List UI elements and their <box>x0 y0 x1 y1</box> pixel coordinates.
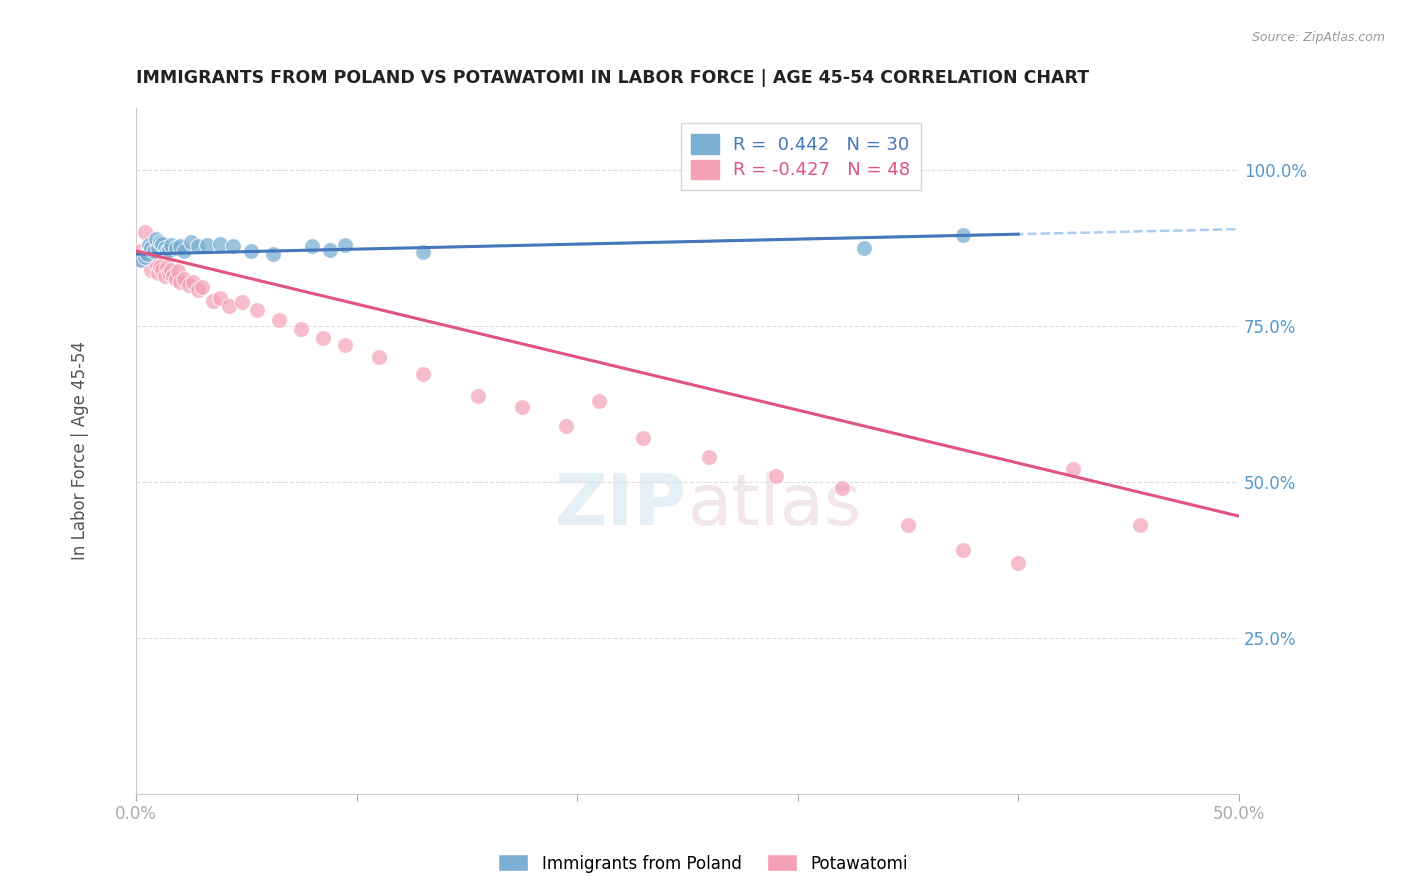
Point <box>136 250 159 264</box>
Point <box>131 253 153 268</box>
Point <box>156 244 179 258</box>
Point <box>208 291 231 305</box>
Point <box>149 235 172 249</box>
Point <box>156 260 179 274</box>
Legend: Immigrants from Poland, Potawatomi: Immigrants from Poland, Potawatomi <box>492 847 914 880</box>
Text: Source: ZipAtlas.com: Source: ZipAtlas.com <box>1251 31 1385 45</box>
Point <box>134 225 156 239</box>
Point <box>1128 518 1150 533</box>
Point <box>134 250 156 264</box>
Point <box>157 266 180 280</box>
Point <box>142 253 165 268</box>
Point <box>153 241 176 255</box>
Point <box>897 518 920 533</box>
Point <box>208 236 231 251</box>
Point <box>191 280 214 294</box>
Point <box>142 244 165 258</box>
Text: IMMIGRANTS FROM POLAND VS POTAWATOMI IN LABOR FORCE | AGE 45-54 CORRELATION CHAR: IMMIGRANTS FROM POLAND VS POTAWATOMI IN … <box>136 69 1090 87</box>
Point <box>177 278 200 293</box>
Point <box>169 275 191 289</box>
Point <box>145 231 167 245</box>
Point <box>367 350 389 364</box>
Point <box>1007 556 1029 570</box>
Point <box>231 295 253 310</box>
Point <box>335 237 357 252</box>
Point <box>588 393 610 408</box>
Point <box>335 337 357 351</box>
Point <box>831 481 853 495</box>
Point <box>152 236 174 251</box>
Point <box>180 235 202 249</box>
Point <box>699 450 721 464</box>
Point <box>319 243 342 257</box>
Point <box>136 247 159 261</box>
Point <box>153 268 176 283</box>
Point <box>952 543 974 558</box>
Point <box>129 244 152 258</box>
Point <box>141 241 163 255</box>
Y-axis label: In Labor Force | Age 45-54: In Labor Force | Age 45-54 <box>72 341 89 560</box>
Point <box>262 247 284 261</box>
Point <box>167 264 190 278</box>
Point <box>157 243 180 257</box>
Point <box>765 468 787 483</box>
Point <box>165 241 187 255</box>
Text: atlas: atlas <box>688 471 862 540</box>
Point <box>129 253 152 268</box>
Point <box>152 262 174 277</box>
Point <box>467 389 489 403</box>
Point <box>165 272 187 286</box>
Text: ZIP: ZIP <box>555 471 688 540</box>
Point <box>412 368 434 382</box>
Point <box>146 266 169 280</box>
Point <box>145 256 167 270</box>
Point <box>160 262 183 277</box>
Point <box>141 262 163 277</box>
Point <box>187 283 209 297</box>
Point <box>195 237 218 252</box>
Point <box>187 239 209 253</box>
Point <box>1062 462 1084 476</box>
Point <box>138 237 160 252</box>
Legend: R =  0.442   N = 30, R = -0.427   N = 48: R = 0.442 N = 30, R = -0.427 N = 48 <box>681 123 921 190</box>
Point <box>412 245 434 260</box>
Point <box>222 239 245 253</box>
Point <box>160 237 183 252</box>
Point <box>138 241 160 255</box>
Point <box>555 418 578 433</box>
Point <box>173 244 195 258</box>
Point <box>202 293 225 308</box>
Point <box>952 228 974 243</box>
Point <box>218 299 240 313</box>
Point <box>149 260 172 274</box>
Point <box>269 312 291 326</box>
Point <box>146 241 169 255</box>
Point <box>510 400 533 414</box>
Point <box>173 272 195 286</box>
Point <box>312 331 335 345</box>
Point <box>852 241 875 255</box>
Point <box>301 239 323 253</box>
Point <box>181 275 204 289</box>
Point <box>290 322 312 336</box>
Point <box>169 239 191 253</box>
Point <box>239 244 262 258</box>
Point <box>162 268 184 283</box>
Point <box>246 303 269 318</box>
Point <box>633 431 655 445</box>
